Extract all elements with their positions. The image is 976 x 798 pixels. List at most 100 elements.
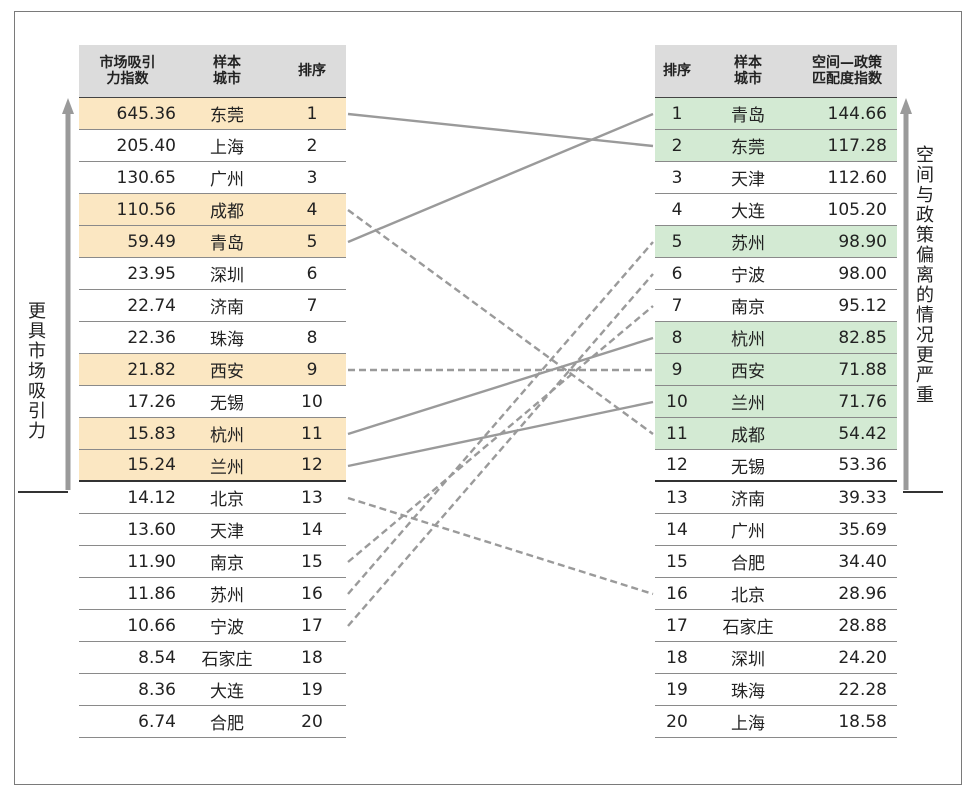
city-cell: 东莞 bbox=[731, 138, 765, 158]
table-row: 13.60 天津 14 bbox=[79, 514, 346, 546]
city-cell: 广州 bbox=[210, 170, 244, 190]
match-index-cell: 98.00 bbox=[838, 263, 887, 284]
city-cell: 无锡 bbox=[731, 457, 765, 478]
match-index-cell: 53.36 bbox=[838, 455, 887, 475]
attraction-index-cell: 22.74 bbox=[127, 295, 176, 316]
rank-cell: 17 bbox=[301, 615, 323, 636]
left-separator-bar bbox=[18, 491, 68, 493]
city-cell: 宁波 bbox=[210, 618, 244, 638]
attraction-index-cell: 17.26 bbox=[127, 391, 176, 412]
rank-cell: 20 bbox=[666, 711, 688, 732]
city-cell: 深圳 bbox=[210, 266, 244, 286]
table-row: 130.65 广州 3 bbox=[79, 162, 346, 194]
match-index-cell: 105.20 bbox=[827, 199, 887, 220]
attraction-index-cell: 15.24 bbox=[127, 455, 176, 475]
attraction-index-cell: 15.83 bbox=[127, 423, 176, 444]
match-index-cell: 71.76 bbox=[838, 391, 887, 412]
city-cell: 杭州 bbox=[731, 330, 765, 350]
rank-cell: 12 bbox=[666, 455, 688, 475]
rank-cell: 11 bbox=[666, 423, 688, 444]
market-attraction-table-header: 市场吸引 力指数 样本 城市 排序 bbox=[79, 45, 346, 98]
city-cell: 深圳 bbox=[731, 650, 765, 670]
header-match-index: 空间—政策 匹配度指数 bbox=[812, 55, 882, 87]
table-row: 17 石家庄 28.88 bbox=[655, 610, 897, 642]
match-index-cell: 18.58 bbox=[838, 711, 887, 732]
city-cell: 大连 bbox=[210, 682, 244, 702]
city-cell: 南京 bbox=[731, 298, 765, 318]
table-row: 18 深圳 24.20 bbox=[655, 642, 897, 674]
city-cell: 西安 bbox=[210, 362, 244, 382]
city-cell: 济南 bbox=[731, 490, 765, 510]
city-cell: 苏州 bbox=[731, 234, 765, 254]
city-cell: 北京 bbox=[210, 490, 244, 510]
table-row: 11.86 苏州 16 bbox=[79, 578, 346, 610]
attraction-index-cell: 645.36 bbox=[116, 103, 176, 124]
rank-cell: 7 bbox=[306, 295, 318, 316]
city-cell: 天津 bbox=[210, 522, 244, 542]
policy-match-table-body: 1 青岛 144.66 2 东莞 117.28 3 天津 112.60 4 大连 105.20 5 苏州 9… bbox=[655, 98, 897, 738]
table-row: 11.90 南京 15 bbox=[79, 546, 346, 578]
match-index-cell: 34.40 bbox=[838, 551, 887, 572]
match-index-cell: 98.90 bbox=[838, 231, 887, 252]
header-attraction-index: 市场吸引 力指数 bbox=[99, 55, 156, 87]
table-row: 59.49 青岛 5 bbox=[79, 226, 346, 258]
table-row: 17.26 无锡 10 bbox=[79, 386, 346, 418]
city-cell: 济南 bbox=[210, 298, 244, 318]
table-row: 6 宁波 98.00 bbox=[655, 258, 897, 290]
table-row: 11 成都 54.42 bbox=[655, 418, 897, 450]
attraction-index-cell: 8.36 bbox=[138, 679, 176, 700]
match-index-cell: 35.69 bbox=[838, 519, 887, 540]
match-index-cell: 82.85 bbox=[838, 327, 887, 348]
rank-cell: 5 bbox=[671, 231, 683, 252]
table-row: 4 大连 105.20 bbox=[655, 194, 897, 226]
city-cell: 成都 bbox=[731, 426, 765, 446]
header-sample-city: 样本 城市 bbox=[734, 55, 762, 87]
city-cell: 广州 bbox=[731, 522, 765, 542]
match-index-cell: 22.28 bbox=[838, 679, 887, 700]
table-row: 2 东莞 117.28 bbox=[655, 130, 897, 162]
market-attraction-table-body: 645.36 东莞 1 205.40 上海 2 130.65 广州 3 110.56 成都 4 59.4… bbox=[79, 98, 346, 738]
table-row: 21.82 西安 9 bbox=[79, 354, 346, 386]
city-cell: 兰州 bbox=[731, 394, 765, 414]
table-row: 22.74 济南 7 bbox=[79, 290, 346, 322]
match-index-cell: 95.12 bbox=[838, 295, 887, 316]
attraction-index-cell: 23.95 bbox=[127, 263, 176, 284]
attraction-index-cell: 21.82 bbox=[127, 359, 176, 380]
rank-cell: 18 bbox=[301, 647, 323, 668]
table-row: 10 兰州 71.76 bbox=[655, 386, 897, 418]
rank-cell: 1 bbox=[306, 103, 318, 124]
city-cell: 上海 bbox=[210, 138, 244, 158]
table-row: 645.36 东莞 1 bbox=[79, 98, 346, 130]
rank-cell: 16 bbox=[301, 583, 323, 604]
table-row: 16 北京 28.96 bbox=[655, 578, 897, 610]
header-sample-city: 样本 城市 bbox=[213, 55, 241, 87]
city-cell: 杭州 bbox=[210, 426, 244, 446]
rank-cell: 20 bbox=[301, 711, 323, 732]
city-cell: 大连 bbox=[731, 202, 765, 222]
match-index-cell: 117.28 bbox=[827, 135, 887, 156]
rank-cell: 18 bbox=[666, 647, 688, 668]
city-cell: 东莞 bbox=[210, 106, 244, 126]
rank-cell: 10 bbox=[301, 391, 323, 412]
rank-cell: 19 bbox=[666, 679, 688, 700]
table-row: 15 合肥 34.40 bbox=[655, 546, 897, 578]
attraction-index-cell: 22.36 bbox=[127, 327, 176, 348]
rank-cell: 15 bbox=[301, 551, 323, 572]
city-cell: 珠海 bbox=[210, 330, 244, 350]
table-row: 5 苏州 98.90 bbox=[655, 226, 897, 258]
table-row: 8 杭州 82.85 bbox=[655, 322, 897, 354]
rank-cell: 6 bbox=[671, 263, 683, 284]
attraction-index-cell: 14.12 bbox=[127, 487, 176, 508]
rank-cell: 19 bbox=[301, 679, 323, 700]
city-cell: 无锡 bbox=[210, 394, 244, 414]
attraction-index-cell: 130.65 bbox=[116, 167, 176, 188]
table-row: 23.95 深圳 6 bbox=[79, 258, 346, 290]
rank-cell: 11 bbox=[301, 423, 323, 444]
match-index-cell: 28.88 bbox=[838, 615, 887, 636]
city-cell: 青岛 bbox=[210, 234, 244, 254]
table-row: 15.83 杭州 11 bbox=[79, 418, 346, 450]
table-row: 14 广州 35.69 bbox=[655, 514, 897, 546]
table-row: 3 天津 112.60 bbox=[655, 162, 897, 194]
attraction-index-cell: 110.56 bbox=[116, 199, 176, 220]
rank-cell: 9 bbox=[306, 359, 318, 380]
